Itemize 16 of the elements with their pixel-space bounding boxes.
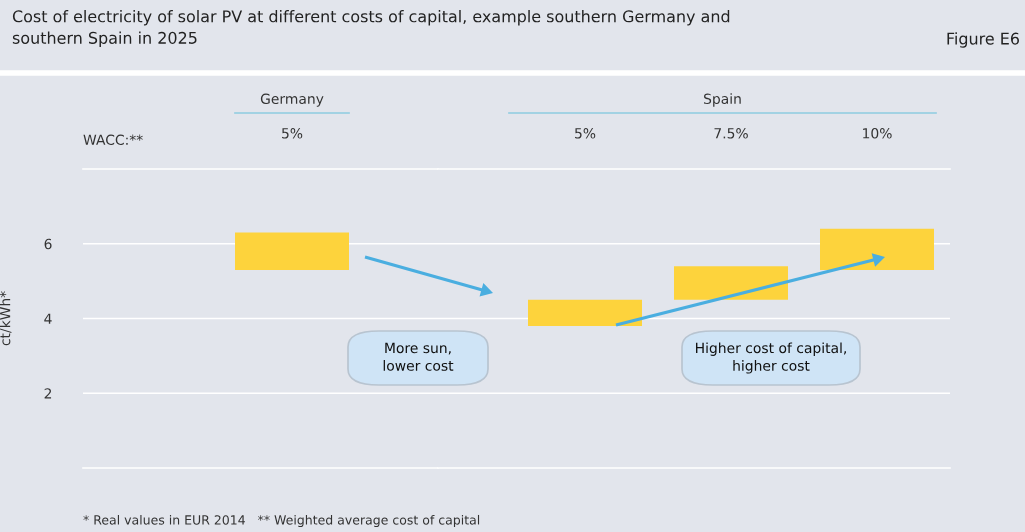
chart-title: Germany: [260, 93, 324, 107]
x-tick-label: 7.5%: [714, 128, 748, 139]
caption: Figure E6: [947, 32, 1019, 48]
y-axis-title: ct/kWh*: [0, 291, 12, 346]
y-tick-label: 4: [44, 313, 52, 324]
y-tick-label: 6: [44, 238, 52, 250]
text: Cost of electricity of solar PV at different costs of capital, example southern Germany and southern Spain in 2025: [12, 10, 730, 47]
text: * Real values in EUR 2014 ** Weighted average cost of capital: [83, 514, 480, 528]
annotation: Higher cost of capital, higher cost: [696, 342, 846, 374]
y-tick-label: 2: [44, 388, 52, 399]
x-axis-title: WACC:**: [83, 134, 143, 146]
x-tick-label: 10%: [863, 128, 892, 139]
annotation: More sun, lower cost: [383, 342, 454, 371]
x-tick-label: 5%: [575, 128, 596, 139]
chart-title: Spain: [704, 93, 741, 107]
x-tick-label: 5%: [282, 128, 303, 139]
